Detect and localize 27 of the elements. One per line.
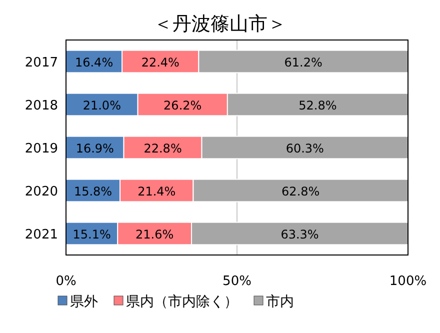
y-tick-label: 2017 [24,56,58,70]
data-label: 15.8% [74,184,112,198]
x-tick-label: 0% [56,274,76,289]
data-label: 60.3% [286,142,324,156]
data-label: 26.2% [164,98,202,112]
data-label: 16.4% [74,56,114,70]
x-tick-label: 100% [389,274,427,289]
y-tick-label: 2018 [24,98,58,114]
y-tick-label: 2020 [24,184,58,200]
y-tick-label: 2021 [24,228,58,242]
data-label: 22.8% [144,142,182,156]
chart-title: ＜丹波篠山市＞ [154,13,286,35]
data-label: 63.3% [280,228,319,242]
legend-label: 県外 [70,294,98,310]
y-tick-label: 2019 [24,142,58,156]
legend-label: 市内 [266,294,294,310]
data-label: 21.4% [138,184,176,198]
data-label: 61.2% [284,56,322,70]
data-label: 62.8% [282,184,320,198]
data-label: 52.8% [298,98,337,112]
data-label: 22.4% [141,56,180,70]
data-label: 21.0% [82,98,121,112]
x-tick-label: 50% [222,274,252,289]
data-label: 21.6% [136,228,174,242]
data-label: 15.1% [72,228,111,242]
data-label: 16.9% [76,142,114,156]
legend-label: 県内（市内除く） [126,294,238,310]
